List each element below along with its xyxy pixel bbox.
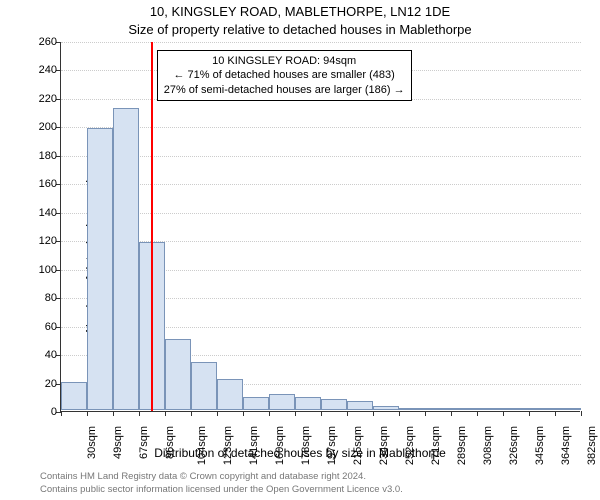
footer-line2: Contains public sector information licen… bbox=[40, 484, 403, 496]
xtick-mark bbox=[295, 411, 296, 416]
xtick-mark bbox=[243, 411, 244, 416]
xtick-mark bbox=[373, 411, 374, 416]
bar bbox=[373, 406, 399, 410]
bar bbox=[399, 408, 425, 410]
bar bbox=[243, 397, 269, 410]
annotation-line2: ← 71% of detached houses are smaller (48… bbox=[164, 68, 405, 82]
chart-container: 10, KINGSLEY ROAD, MABLETHORPE, LN12 1DE… bbox=[0, 0, 600, 500]
ytick-label: 20 bbox=[31, 378, 57, 390]
reference-line bbox=[151, 42, 153, 411]
xtick-mark bbox=[399, 411, 400, 416]
ytick-label: 120 bbox=[31, 235, 57, 247]
xtick-mark bbox=[477, 411, 478, 416]
bar bbox=[269, 394, 295, 410]
gridline bbox=[61, 213, 581, 214]
xtick-mark bbox=[529, 411, 530, 416]
bar bbox=[477, 408, 503, 410]
xtick-mark bbox=[61, 411, 62, 416]
ytick-label: 180 bbox=[31, 150, 57, 162]
title-line1: 10, KINGSLEY ROAD, MABLETHORPE, LN12 1DE bbox=[0, 4, 600, 19]
annotation-line3: 27% of semi-detached houses are larger (… bbox=[164, 83, 405, 97]
xtick-mark bbox=[321, 411, 322, 416]
bar bbox=[295, 397, 321, 410]
bar bbox=[451, 408, 477, 410]
xtick-mark bbox=[87, 411, 88, 416]
ytick-label: 40 bbox=[31, 349, 57, 361]
bar bbox=[87, 128, 113, 410]
ytick-label: 100 bbox=[31, 264, 57, 276]
bar bbox=[555, 408, 581, 410]
footer-text: Contains HM Land Registry data © Crown c… bbox=[40, 471, 403, 496]
xtick-mark bbox=[581, 411, 582, 416]
xtick-mark bbox=[451, 411, 452, 416]
xtick-mark bbox=[217, 411, 218, 416]
bar bbox=[425, 408, 451, 410]
bar bbox=[165, 339, 191, 410]
ytick-label: 140 bbox=[31, 207, 57, 219]
ytick-label: 240 bbox=[31, 64, 57, 76]
bar bbox=[61, 382, 87, 410]
ytick-label: 200 bbox=[31, 121, 57, 133]
ytick-label: 220 bbox=[31, 93, 57, 105]
gridline bbox=[61, 184, 581, 185]
bar bbox=[503, 408, 529, 410]
xtick-mark bbox=[425, 411, 426, 416]
ytick-label: 260 bbox=[31, 36, 57, 48]
annotation-box: 10 KINGSLEY ROAD: 94sqm← 71% of detached… bbox=[157, 50, 412, 101]
ytick-label: 80 bbox=[31, 292, 57, 304]
gridline bbox=[61, 156, 581, 157]
ytick-label: 160 bbox=[31, 178, 57, 190]
bar bbox=[113, 108, 139, 410]
xtick-mark bbox=[113, 411, 114, 416]
bar bbox=[529, 408, 555, 410]
bar bbox=[347, 401, 373, 410]
footer-line1: Contains HM Land Registry data © Crown c… bbox=[40, 471, 403, 483]
xtick-mark bbox=[347, 411, 348, 416]
bar bbox=[191, 362, 217, 410]
xtick-mark bbox=[269, 411, 270, 416]
xtick-mark bbox=[555, 411, 556, 416]
gridline bbox=[61, 42, 581, 43]
plot-area: 02040608010012014016018020022024026030sq… bbox=[60, 42, 580, 412]
xtick-mark bbox=[191, 411, 192, 416]
annotation-line1: 10 KINGSLEY ROAD: 94sqm bbox=[164, 54, 405, 68]
xtick-mark bbox=[165, 411, 166, 416]
plot-inner: 02040608010012014016018020022024026030sq… bbox=[60, 42, 580, 412]
gridline bbox=[61, 127, 581, 128]
xtick-mark bbox=[503, 411, 504, 416]
x-axis-label: Distribution of detached houses by size … bbox=[0, 446, 600, 460]
bar bbox=[321, 399, 347, 410]
ytick-label: 0 bbox=[31, 406, 57, 418]
title-line2: Size of property relative to detached ho… bbox=[0, 22, 600, 37]
xtick-mark bbox=[139, 411, 140, 416]
ytick-label: 60 bbox=[31, 321, 57, 333]
bar bbox=[217, 379, 243, 410]
